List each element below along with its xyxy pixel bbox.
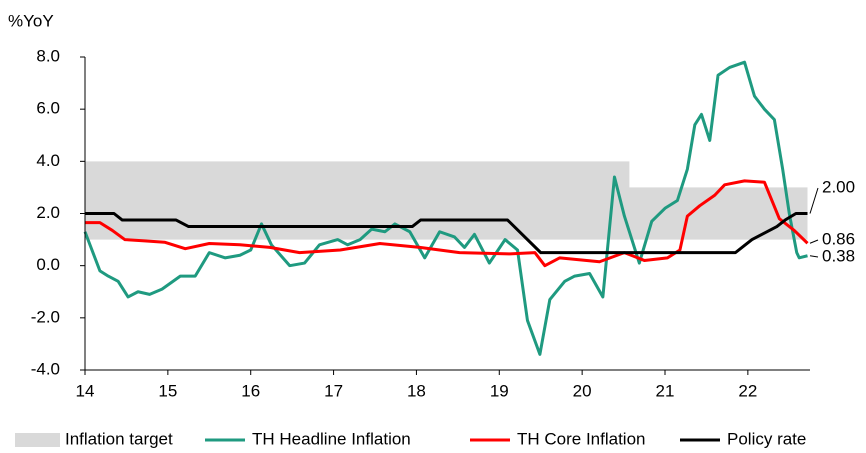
- legend-label: TH Headline Inflation: [252, 429, 411, 448]
- series-line: [85, 212, 808, 255]
- y-tick-label: 8.0: [36, 46, 60, 65]
- legend-swatch: [15, 433, 60, 447]
- y-tick-label: -4.0: [31, 359, 60, 378]
- x-tick-label: 19: [490, 381, 509, 400]
- end-label: 2.00: [822, 177, 855, 196]
- x-tick-label: 20: [573, 381, 592, 400]
- y-tick-label: 6.0: [36, 99, 60, 118]
- end-label: 0.86: [822, 229, 855, 248]
- end-label: 0.38: [822, 246, 855, 265]
- legend-label: TH Core Inflation: [517, 429, 646, 448]
- legend-label: Inflation target: [65, 429, 173, 448]
- y-tick-label: 4.0: [36, 151, 60, 170]
- x-tick-label: 17: [324, 381, 343, 400]
- x-tick-label: 18: [407, 381, 426, 400]
- y-tick-label: -2.0: [31, 307, 60, 326]
- label-leader: [809, 239, 819, 244]
- x-tick-label: 14: [76, 381, 95, 400]
- y-tick-label: 2.0: [36, 203, 60, 222]
- y-axis-label: %YoY: [8, 11, 54, 30]
- series-line: [85, 179, 809, 268]
- series-line: [83, 60, 808, 356]
- x-tick-label: 21: [656, 381, 675, 400]
- x-tick-label: 15: [158, 381, 177, 400]
- x-tick-label: 16: [241, 381, 260, 400]
- label-leader: [809, 187, 819, 214]
- legend-label: Policy rate: [727, 429, 806, 448]
- label-leader: [809, 255, 819, 258]
- x-tick-label: 22: [738, 381, 757, 400]
- y-tick-label: 0.0: [36, 255, 60, 274]
